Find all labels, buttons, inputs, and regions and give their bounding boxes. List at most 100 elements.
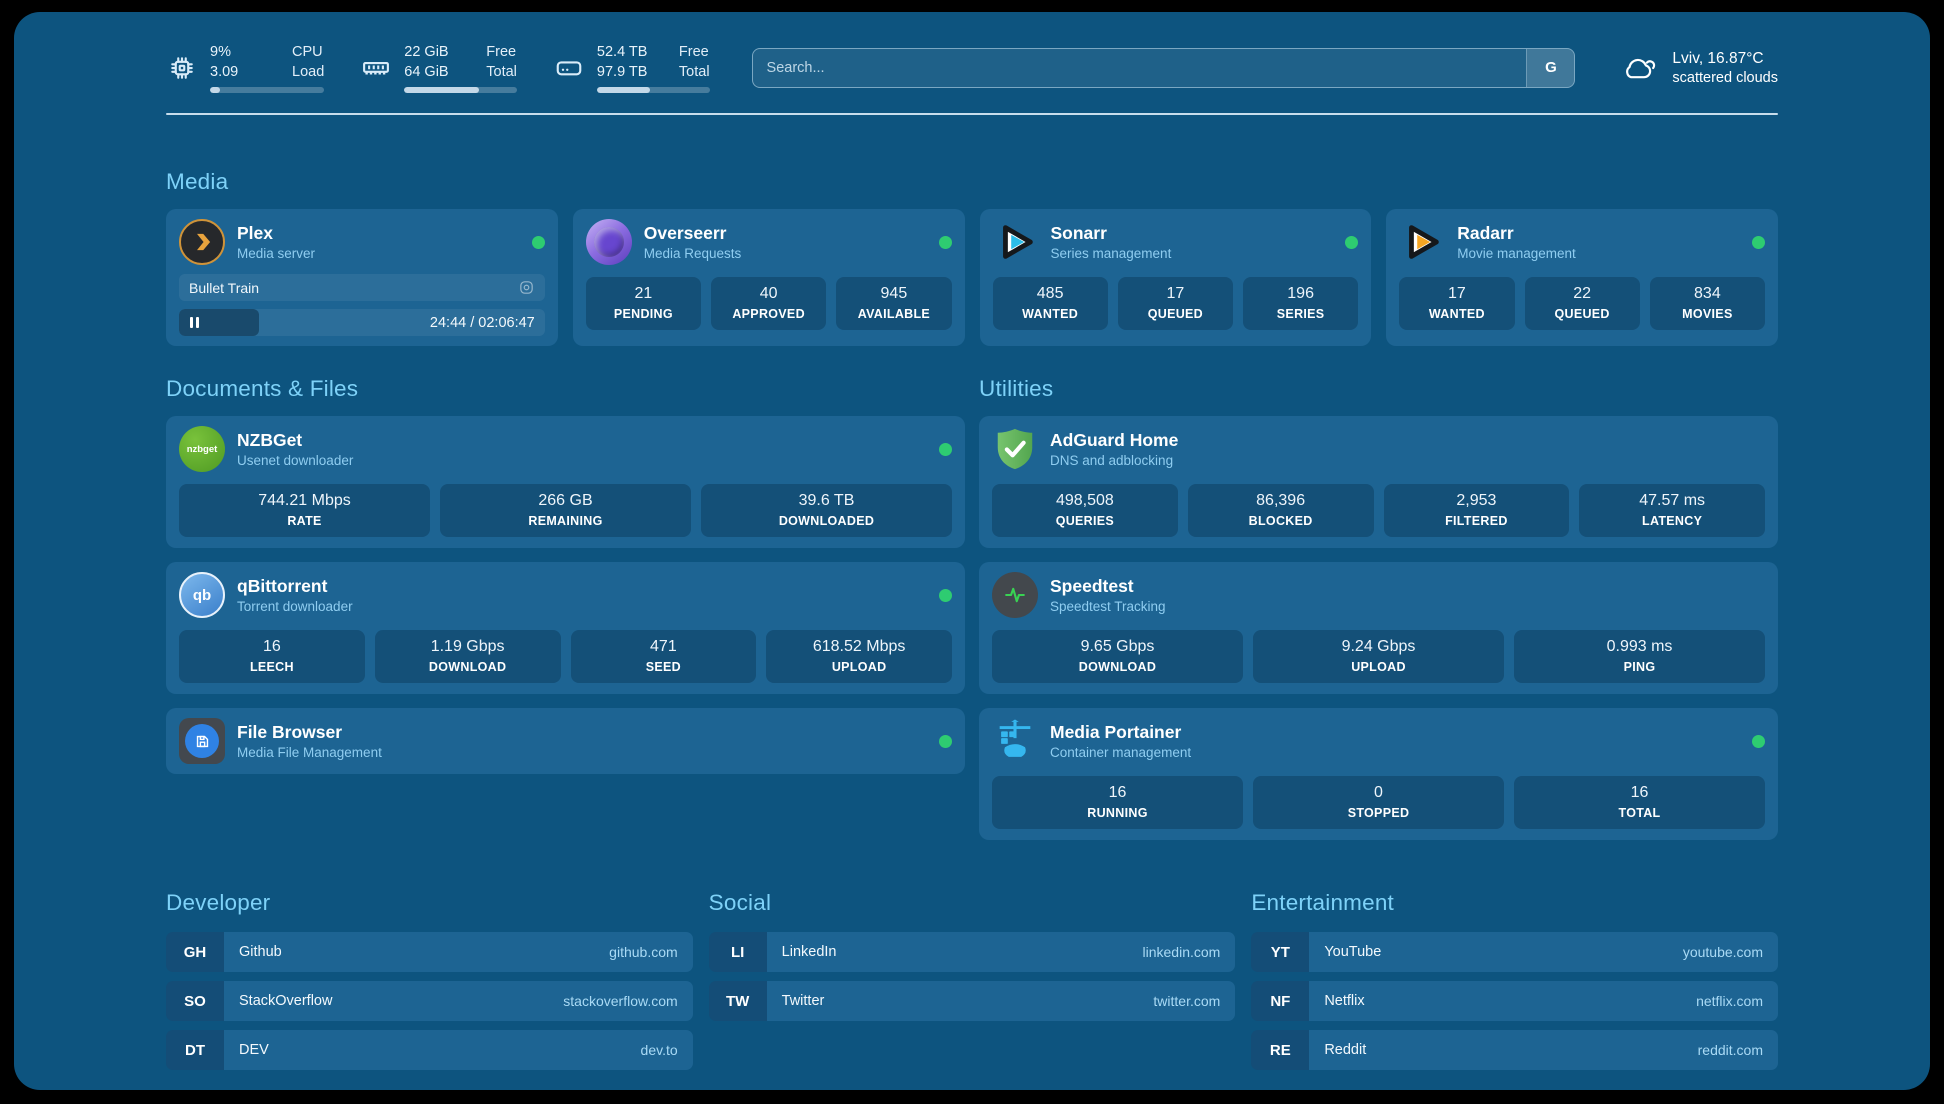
app-name: Overseerr	[643, 222, 727, 243]
status-dot	[939, 734, 952, 748]
stat-tile-pending: 21 PENDING	[585, 277, 701, 330]
app-name: Radarr	[1457, 222, 1514, 243]
bookmark-abbr: NF	[1251, 981, 1310, 1021]
app-card-sonarr[interactable]: Sonarr Series management 485 WANTED 17 QUE…	[979, 209, 1372, 346]
search-provider-button[interactable]: G	[1526, 48, 1575, 87]
status-dot	[1345, 235, 1359, 249]
app-subtitle: Torrent downloader	[237, 599, 353, 615]
bookmark-abbr: SO	[166, 981, 224, 1021]
cpu-load-value: 3.09	[210, 64, 239, 80]
app-card-radarr[interactable]: Radarr Movie management 17 WANTED 22 QUEUE…	[1386, 209, 1778, 346]
app-subtitle: Speedtest Tracking	[1050, 599, 1166, 615]
app-card-portainer[interactable]: Media Portainer Container management 16 R…	[979, 708, 1778, 840]
app-name: Speedtest	[1050, 575, 1134, 596]
app-name: Plex	[237, 222, 273, 243]
app-card-qbittorrent[interactable]: qb qBittorrent Torrent downloader 16 LEEC…	[166, 562, 965, 694]
search-input[interactable]	[751, 47, 1576, 88]
sonarr-icon	[993, 219, 1039, 265]
bookmark-abbr: RE	[1251, 1030, 1310, 1070]
app-card-nzbget[interactable]: nzbget NZBGet Usenet downloader 744.21 M…	[166, 416, 965, 548]
section-utilities: Utilities AdGuard Home DNS and	[979, 376, 1778, 840]
cpu-usage-label: CPU	[292, 44, 323, 60]
plex-playback-bar[interactable]: 24:44 / 02:06:47	[179, 309, 545, 336]
disk-total-value: 97.9 TB	[596, 64, 648, 80]
header-bar: 9% 3.09 CPU Load	[166, 42, 1778, 93]
memory-total-label: Total	[486, 64, 517, 80]
stat-tile-upload: 618.52 Mbps UPLOAD	[766, 630, 952, 683]
stat-tile-wanted: 17 WANTED	[1399, 277, 1515, 330]
stat-tile-queued: 22 QUEUED	[1524, 277, 1640, 330]
app-card-plex[interactable]: Plex Media server Bullet Train	[166, 209, 558, 346]
plex-now-playing: Bullet Train	[179, 274, 545, 301]
section-title-documents: Documents & Files	[166, 376, 359, 401]
bookmark-abbr: LI	[708, 932, 767, 972]
section-documents-files: Documents & Files nzbget NZBGet Usenet d…	[166, 376, 965, 840]
memory-icon	[360, 52, 392, 84]
playback-progress-fill	[179, 309, 260, 336]
stat-tile-downloaded: 39.6 TB DOWNLOADED	[701, 484, 952, 537]
status-dot	[938, 235, 952, 249]
app-name: qBittorrent	[237, 575, 328, 596]
qbittorrent-icon: qb	[179, 572, 225, 618]
stat-tile-rate: 744.21 Mbps RATE	[179, 484, 430, 537]
session-camera-icon[interactable]	[518, 279, 535, 296]
bookmark-twitter[interactable]: TW Twitter twitter.com	[708, 981, 1236, 1021]
app-card-filebrowser[interactable]: File Browser Media File Management	[166, 708, 965, 774]
stat-tile-latency: 47.57 ms LATENCY	[1579, 484, 1765, 537]
disk-free-label: Free	[678, 44, 709, 60]
bookmark-github[interactable]: GH Github github.com	[166, 932, 693, 972]
adguard-icon	[992, 426, 1038, 472]
app-subtitle: Media Requests	[643, 246, 742, 262]
app-card-speedtest[interactable]: Speedtest Speedtest Tracking 9.65 Gbps DO…	[979, 562, 1778, 694]
overseerr-icon	[585, 219, 632, 265]
bookmark-linkedin[interactable]: LI LinkedIn linkedin.com	[708, 932, 1236, 972]
bookmark-group-entertainment: Entertainment YT YouTube youtube.com NF N…	[1251, 890, 1778, 1070]
portainer-icon	[992, 718, 1038, 764]
disk-free-value: 52.4 TB	[596, 44, 648, 60]
stat-tile-upload: 9.24 Gbps UPLOAD	[1253, 630, 1504, 683]
status-dot	[1752, 235, 1765, 249]
cpu-usage-widget: 9% 3.09 CPU Load	[166, 42, 325, 93]
stat-tile-running: 16 RUNNING	[992, 776, 1243, 829]
app-name: Sonarr	[1050, 222, 1107, 243]
stat-tile-wanted: 485 WANTED	[992, 277, 1108, 330]
app-subtitle: Media File Management	[237, 745, 382, 761]
stat-tile-download: 1.19 Gbps DOWNLOAD	[374, 630, 561, 683]
bookmark-netflix[interactable]: NF Netflix netflix.com	[1251, 981, 1778, 1021]
app-card-overseerr[interactable]: Overseerr Media Requests 21 PENDING 40 APP…	[572, 209, 965, 346]
memory-free-value: 22 GiB	[404, 44, 449, 60]
bookmark-stackoverflow[interactable]: SO StackOverflow stackoverflow.com	[166, 981, 693, 1021]
stat-tile-total: 16 TOTAL	[1514, 776, 1765, 829]
app-card-adguard[interactable]: AdGuard Home DNS and adblocking 498,508 Q…	[979, 416, 1778, 548]
stat-tile-stopped: 0 STOPPED	[1253, 776, 1504, 829]
weather-location-temp: Lviv, 16.87°C	[1672, 49, 1764, 67]
nzbget-icon: nzbget	[179, 426, 225, 472]
section-title-media: Media	[166, 169, 229, 194]
now-playing-title: Bullet Train	[189, 279, 260, 296]
stat-tile-queued: 17 QUEUED	[1117, 277, 1233, 330]
system-stats: 9% 3.09 CPU Load	[166, 42, 710, 93]
app-subtitle: Movie management	[1457, 246, 1576, 262]
memory-total-value: 64 GiB	[404, 64, 449, 80]
filebrowser-icon	[179, 718, 225, 764]
section-media: Media Plex Media server Bullet Train	[166, 169, 1778, 346]
status-dot	[939, 442, 952, 456]
stat-tile-queries: 498,508 QUERIES	[992, 484, 1178, 537]
app-name: AdGuard Home	[1050, 429, 1179, 450]
stat-tile-movies: 834 MOVIES	[1649, 277, 1765, 330]
bookmark-group-social: Social LI LinkedIn linkedin.com TW Twitte…	[708, 890, 1236, 1070]
app-name: NZBGet	[237, 429, 303, 450]
app-subtitle: Usenet downloader	[237, 453, 354, 469]
bookmark-reddit[interactable]: RE Reddit reddit.com	[1251, 1030, 1778, 1070]
bookmark-youtube[interactable]: YT YouTube youtube.com	[1251, 932, 1778, 972]
weather-widget[interactable]: Lviv, 16.87°C scattered clouds	[1619, 48, 1778, 88]
status-dot	[531, 235, 545, 249]
stat-tile-download: 9.65 Gbps DOWNLOAD	[992, 630, 1243, 683]
status-dot	[939, 588, 952, 602]
plex-icon	[179, 219, 225, 265]
bookmark-dev[interactable]: DT DEV dev.to	[166, 1030, 693, 1070]
app-name: File Browser	[237, 721, 343, 742]
cpu-usage-value: 9%	[210, 44, 231, 60]
weather-condition: scattered clouds	[1672, 69, 1778, 86]
bookmark-abbr: GH	[166, 932, 224, 972]
